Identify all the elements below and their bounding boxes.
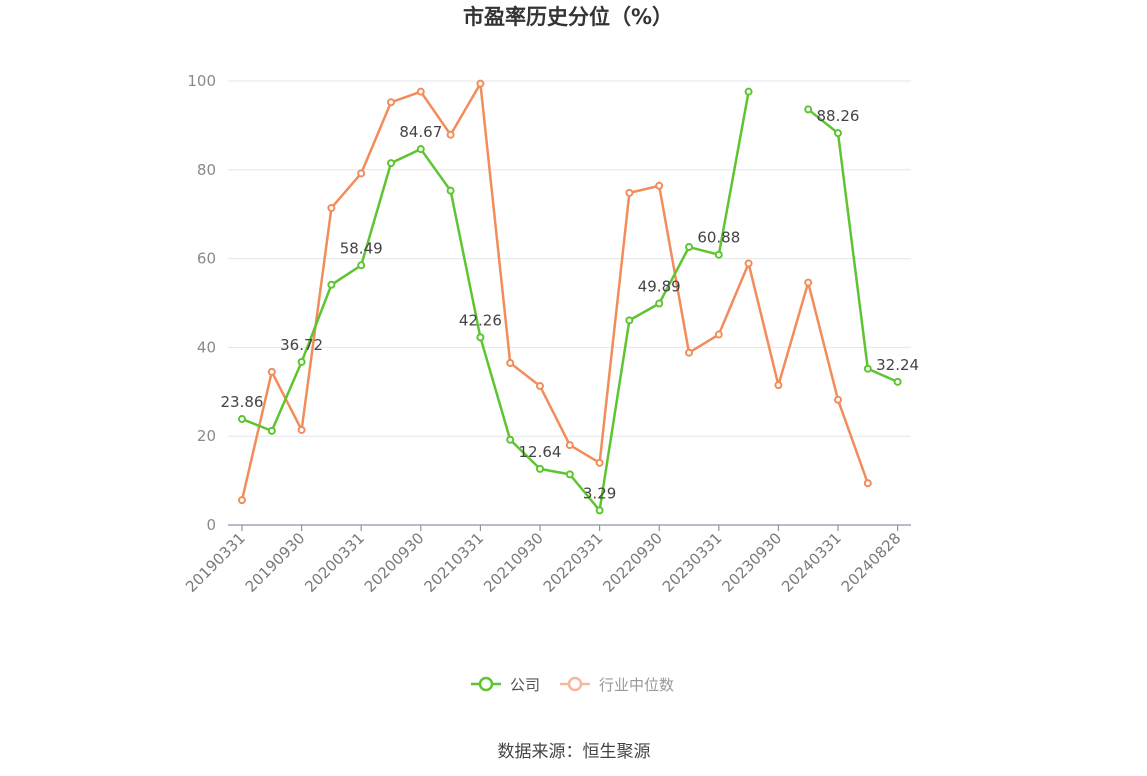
x-tick-label: 20230930 (719, 529, 786, 596)
data-point[interactable] (506, 435, 515, 444)
data-point[interactable] (834, 129, 842, 138)
legend: 公司 行业中位数 (471, 676, 674, 694)
data-point[interactable] (387, 159, 395, 168)
data-point[interactable] (476, 333, 485, 342)
x-axis: 2019033120190930202003312020093020210331… (182, 524, 911, 596)
data-point[interactable] (446, 130, 455, 139)
legend-item-industry-median[interactable]: 行业中位数 (560, 676, 674, 694)
data-point[interactable] (685, 348, 693, 357)
data-label: 58.49 (340, 239, 383, 257)
series-line (241, 91, 750, 512)
data-point[interactable] (625, 316, 634, 325)
data-point[interactable] (804, 278, 813, 287)
data-point[interactable] (446, 186, 455, 195)
data-point[interactable] (476, 79, 485, 88)
legend-item-company[interactable]: 公司 (471, 676, 540, 694)
data-label: 60.88 (697, 229, 740, 247)
data-point[interactable] (238, 415, 246, 424)
x-tick-label: 20210331 (421, 529, 488, 596)
data-point[interactable] (655, 299, 664, 308)
data-point[interactable] (595, 506, 604, 515)
data-label: 36.72 (280, 336, 323, 354)
series-line (240, 82, 869, 501)
data-label: 12.64 (519, 443, 562, 461)
x-tick-label: 20190331 (182, 529, 249, 596)
data-point[interactable] (685, 243, 693, 252)
data-point[interactable] (238, 496, 246, 505)
x-tick-label: 20210930 (480, 529, 547, 596)
legend-company-marker-icon (478, 676, 494, 692)
data-point[interactable] (714, 330, 723, 339)
x-tick-label: 20230331 (659, 529, 726, 596)
data-point[interactable] (416, 145, 425, 154)
data-point[interactable] (655, 181, 664, 190)
grid-lines: 0 20 40 60 80 100 (187, 72, 911, 534)
data-point[interactable] (565, 470, 574, 479)
data-point[interactable] (506, 358, 515, 367)
data-label: 23.86 (221, 393, 264, 411)
x-tick-label: 20200930 (361, 529, 428, 596)
data-point[interactable] (744, 259, 753, 268)
data-point[interactable] (863, 479, 872, 488)
data-point[interactable] (565, 441, 574, 450)
x-tick-label: 20200331 (301, 529, 368, 596)
data-labels: 23.86 36.72 58.49 84.67 42.26 12.64 3.29 49.89 6… (221, 107, 920, 502)
data-label: 84.67 (399, 123, 442, 141)
data-label: 49.89 (638, 277, 681, 295)
data-point[interactable] (357, 261, 366, 270)
data-point[interactable] (595, 458, 604, 467)
data-point[interactable] (327, 203, 336, 212)
data-point[interactable] (267, 367, 276, 376)
data-point[interactable] (416, 87, 425, 96)
chart-title: 市盈率历史分位（%） (463, 5, 673, 29)
data-point[interactable] (297, 425, 306, 434)
y-tick-label: 40 (197, 338, 216, 356)
series-layer (238, 79, 902, 515)
data-point[interactable] (536, 382, 544, 391)
data-point[interactable] (893, 377, 902, 386)
y-tick-label: 80 (197, 161, 216, 179)
data-point[interactable] (774, 381, 783, 390)
data-point[interactable] (834, 395, 842, 404)
data-point[interactable] (744, 87, 753, 96)
x-tick-label: 20240828 (838, 529, 905, 596)
data-point[interactable] (387, 98, 395, 107)
data-point[interactable] (863, 364, 872, 373)
data-point[interactable] (536, 464, 544, 473)
data-point[interactable] (297, 357, 306, 366)
data-point[interactable] (327, 280, 336, 289)
data-label: 32.24 (876, 356, 919, 374)
source-note: 数据来源：恒生聚源 (498, 742, 651, 762)
legend-industry-marker-icon (567, 676, 583, 692)
data-point[interactable] (357, 169, 366, 178)
y-tick-label: 0 (206, 516, 216, 534)
data-label: 88.26 (817, 107, 860, 125)
x-tick-label: 20240331 (778, 529, 845, 596)
data-label: 42.26 (459, 311, 502, 329)
y-tick-label: 100 (187, 72, 216, 90)
y-tick-label: 20 (197, 427, 216, 445)
data-label: 3.29 (583, 484, 616, 502)
data-point[interactable] (804, 105, 813, 114)
series-line (807, 108, 899, 383)
series-industry-median (238, 79, 872, 505)
data-point[interactable] (267, 426, 276, 435)
x-tick-label: 20220930 (599, 529, 666, 596)
x-tick-label: 20220331 (540, 529, 607, 596)
series-company (238, 87, 902, 515)
y-tick-label: 60 (197, 250, 216, 268)
legend-industry-label: 行业中位数 (599, 676, 674, 694)
data-point[interactable] (625, 188, 634, 197)
x-tick-label: 20190930 (242, 529, 309, 596)
data-point[interactable] (714, 250, 723, 259)
legend-company-label: 公司 (510, 676, 540, 694)
